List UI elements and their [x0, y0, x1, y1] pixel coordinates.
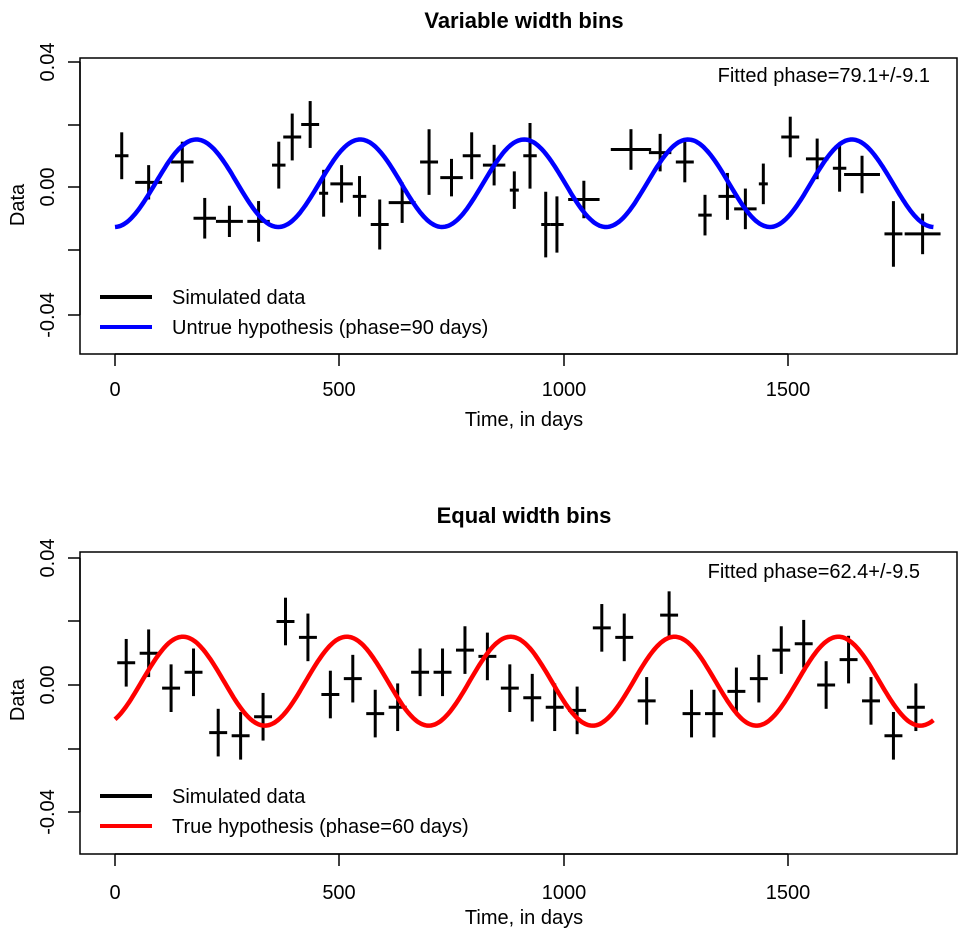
top-data-point: [462, 132, 481, 180]
bottom-y-tick-label: -0.04: [37, 789, 59, 835]
top-data-point: [541, 191, 551, 258]
bottom-data-point: [254, 692, 273, 741]
bottom-legend-label-hypothesis: True hypothesis (phase=60 days): [172, 816, 469, 838]
bottom-data-point: [839, 635, 858, 684]
top-x-axis-label: Time, in days: [465, 409, 583, 431]
bottom-x-tick-label: 0: [109, 882, 120, 904]
bottom-data-point: [704, 689, 723, 738]
top-data-point: [884, 201, 903, 267]
bottom-data-point: [433, 648, 452, 697]
bottom-data-point: [276, 597, 295, 646]
top-data-point: [193, 197, 216, 239]
bottom-hypothesis-curve: [113, 634, 935, 728]
bottom-data-point: [660, 591, 679, 639]
bottom-data-point: [749, 654, 768, 703]
bottom-y-tick-label: 0.00: [37, 666, 59, 705]
top-data-point: [370, 199, 389, 250]
top-legend-label-hypothesis: Untrue hypothesis (phase=90 days): [172, 317, 488, 339]
bottom-data-point: [231, 711, 250, 760]
bottom-x-axis: 0 500 1000 1500: [109, 853, 811, 904]
bottom-x-tick-label: 1500: [766, 882, 811, 904]
bottom-y-axis-label: Data: [7, 678, 29, 721]
top-data-point: [272, 141, 286, 189]
top-data-point: [330, 165, 353, 203]
top-data-point: [758, 163, 768, 205]
top-y-tick-label: -0.04: [37, 292, 59, 338]
top-data-point: [115, 132, 129, 180]
top-data-point: [904, 213, 941, 255]
top-plot-frame: [79, 57, 958, 355]
bottom-data-point: [117, 638, 136, 687]
top-y-tick-label: 0.00: [37, 168, 59, 207]
bottom-data-point: [727, 667, 746, 716]
bottom-data-point: [862, 677, 880, 725]
bottom-data-point: [682, 689, 701, 738]
top-x-tick-label: 500: [322, 379, 355, 401]
bottom-x-tick-label: 500: [322, 882, 355, 904]
top-hypothesis-curve: [114, 137, 934, 230]
bottom-data-point: [884, 711, 903, 760]
top-data-point: [215, 205, 243, 237]
top-x-tick-label: 1000: [542, 379, 587, 401]
top-y-axis-label: Data: [7, 183, 29, 226]
top-panel: Variable width bins 0 500 1000 1500 Time…: [7, 8, 958, 431]
bottom-data-point: [455, 626, 474, 674]
bottom-legend: Simulated data True hypothesis (phase=60…: [100, 786, 469, 838]
top-data-point: [509, 171, 519, 209]
bottom-legend-label-data: Simulated data: [172, 786, 306, 808]
top-data-point: [440, 158, 463, 197]
top-data-point: [550, 196, 564, 253]
bottom-y-tick-label: 0.04: [37, 539, 59, 578]
bottom-data-point: [298, 613, 317, 662]
bottom-data-point: [523, 673, 542, 722]
top-fitted-phase-annotation: Fitted phase=79.1+/-9.1: [718, 65, 930, 87]
bottom-data-point: [817, 661, 836, 709]
top-data-point: [675, 141, 694, 183]
bottom-data-point: [772, 626, 791, 674]
bottom-x-tick-label: 1000: [542, 882, 587, 904]
top-y-tick-label: 0.04: [37, 43, 59, 82]
bottom-panel: Equal width bins 0 500 1000 1500 Time, i…: [7, 503, 958, 929]
top-data-point: [698, 194, 712, 236]
bottom-data-point: [184, 648, 203, 697]
bottom-data-point: [366, 689, 385, 738]
top-chart-title: Variable width bins: [424, 8, 623, 33]
top-legend-label-data: Simulated data: [172, 287, 306, 309]
top-legend: Simulated data Untrue hypothesis (phase=…: [100, 287, 488, 339]
bottom-data-point: [343, 654, 362, 703]
top-y-axis: -0.04 0.00 0.04: [37, 43, 81, 338]
bottom-data-point: [162, 664, 181, 712]
top-x-tick-label: 1500: [766, 379, 811, 401]
bottom-y-axis: -0.04 0.00 0.04: [37, 539, 81, 835]
top-data-point: [283, 113, 302, 161]
top-plot-area: [114, 101, 941, 267]
top-data-point: [301, 101, 320, 148]
top-data-point: [781, 116, 800, 158]
top-data-point: [832, 144, 847, 192]
top-x-axis: 0 500 1000 1500: [109, 353, 811, 401]
bottom-data-point: [411, 648, 430, 697]
bottom-data-point: [615, 613, 634, 662]
bottom-data-point: [637, 677, 656, 725]
bottom-data-point: [321, 670, 340, 719]
top-data-point: [610, 129, 652, 170]
top-data-point: [352, 176, 367, 217]
top-data-point: [844, 155, 880, 194]
bottom-fitted-phase-annotation: Fitted phase=62.4+/-9.5: [708, 561, 920, 583]
bottom-plot-area: [113, 591, 935, 760]
bottom-x-axis-label: Time, in days: [465, 907, 583, 929]
bottom-data-point: [209, 708, 228, 757]
top-data-point: [420, 129, 439, 195]
top-data-point: [523, 122, 537, 189]
bottom-data-point: [500, 664, 519, 712]
top-x-tick-label: 0: [109, 379, 120, 401]
bottom-data-point: [794, 619, 813, 668]
bottom-data-point: [545, 683, 564, 732]
bottom-data-point: [592, 604, 611, 652]
bottom-chart-title: Equal width bins: [437, 503, 612, 528]
